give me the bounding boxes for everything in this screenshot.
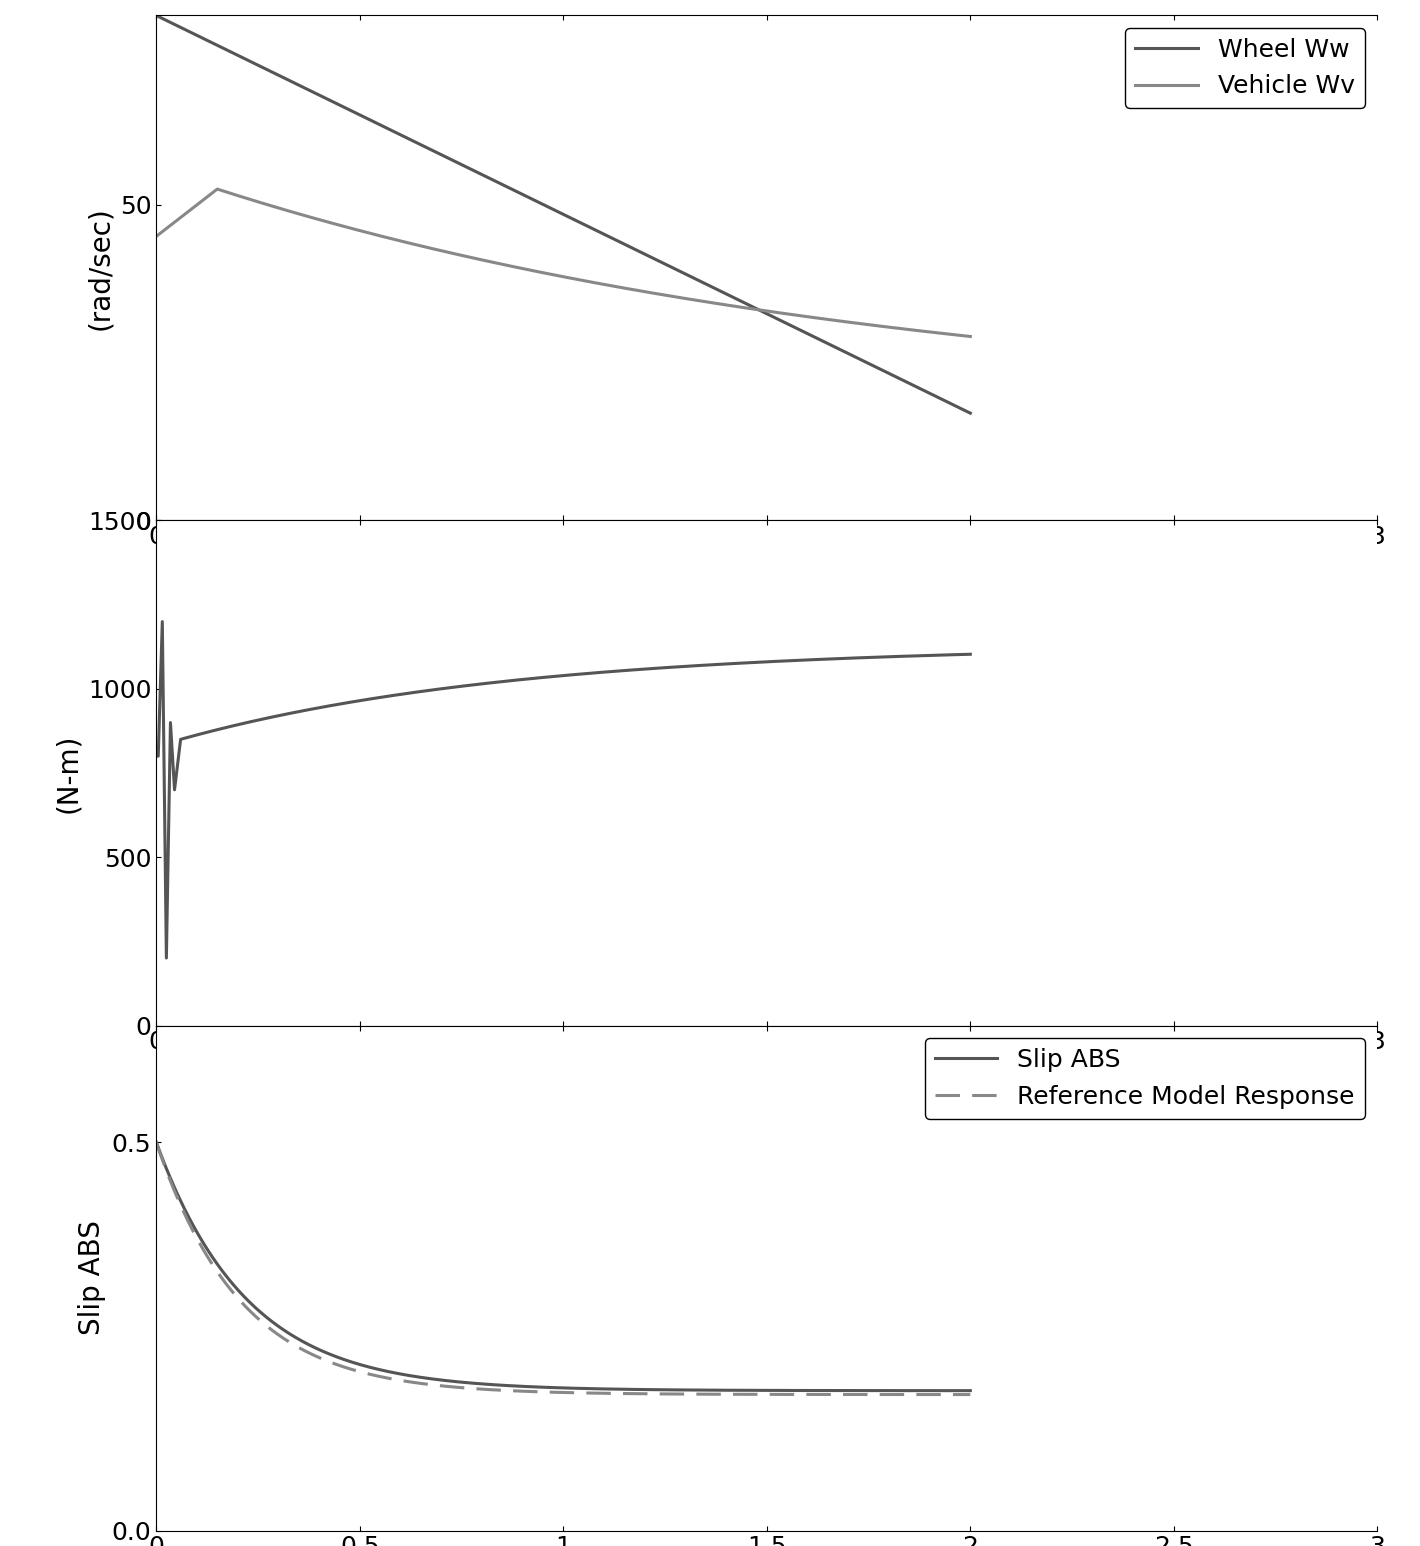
Slip ABS — [937, 1382, 954, 1401]
Slip ABS — [534, 1377, 551, 1396]
Wheel Ww — [961, 404, 978, 422]
Vehicle Wv — [148, 227, 165, 246]
Line: Reference Model Response: Reference Model Response — [156, 1142, 970, 1394]
Reference Model Response — [490, 1381, 507, 1399]
Wheel Ww — [490, 173, 507, 192]
Line: Slip ABS: Slip ABS — [156, 1142, 970, 1391]
Vehicle Wv — [740, 298, 757, 317]
X-axis label: time (sec): time (sec) — [697, 1061, 836, 1088]
Text: (b) The control force: (b) The control force — [611, 1136, 923, 1166]
X-axis label: time (sec): time (sec) — [697, 555, 836, 583]
Vehicle Wv — [937, 325, 954, 343]
Reference Model Response — [961, 1385, 978, 1404]
Y-axis label: (rad/sec): (rad/sec) — [87, 206, 114, 329]
Slip ABS — [896, 1381, 913, 1399]
Wheel Ww — [496, 176, 513, 195]
Slip ABS — [738, 1381, 755, 1399]
Vehicle Wv — [209, 179, 226, 198]
Line: Vehicle Wv: Vehicle Wv — [156, 189, 970, 337]
Slip ABS — [496, 1376, 513, 1394]
Line: Wheel Ww: Wheel Ww — [156, 15, 970, 413]
Reference Model Response — [738, 1385, 755, 1404]
Reference Model Response — [496, 1381, 513, 1399]
Vehicle Wv — [961, 328, 978, 346]
Text: (a) The angular velocity of the wheel and the vehicle: (a) The angular velocity of the wheel an… — [362, 632, 1172, 660]
Slip ABS — [148, 1133, 165, 1152]
Y-axis label: (N-m): (N-m) — [54, 733, 82, 813]
Legend: Slip ABS, Reference Model Response: Slip ABS, Reference Model Response — [924, 1037, 1365, 1118]
Reference Model Response — [937, 1385, 954, 1404]
Vehicle Wv — [497, 255, 514, 274]
Reference Model Response — [896, 1385, 913, 1404]
Wheel Ww — [937, 391, 954, 410]
Slip ABS — [961, 1382, 978, 1401]
Legend: Wheel Ww, Vehicle Wv: Wheel Ww, Vehicle Wv — [1126, 28, 1365, 108]
Vehicle Wv — [490, 254, 507, 272]
Reference Model Response — [534, 1382, 551, 1401]
Vehicle Wv — [535, 263, 552, 281]
Slip ABS — [490, 1376, 507, 1394]
Wheel Ww — [148, 6, 165, 25]
Wheel Ww — [738, 295, 755, 314]
Wheel Ww — [534, 195, 551, 213]
Y-axis label: Slip ABS: Slip ABS — [78, 1221, 106, 1336]
Reference Model Response — [148, 1133, 165, 1152]
Vehicle Wv — [896, 320, 913, 339]
Wheel Ww — [896, 373, 913, 391]
